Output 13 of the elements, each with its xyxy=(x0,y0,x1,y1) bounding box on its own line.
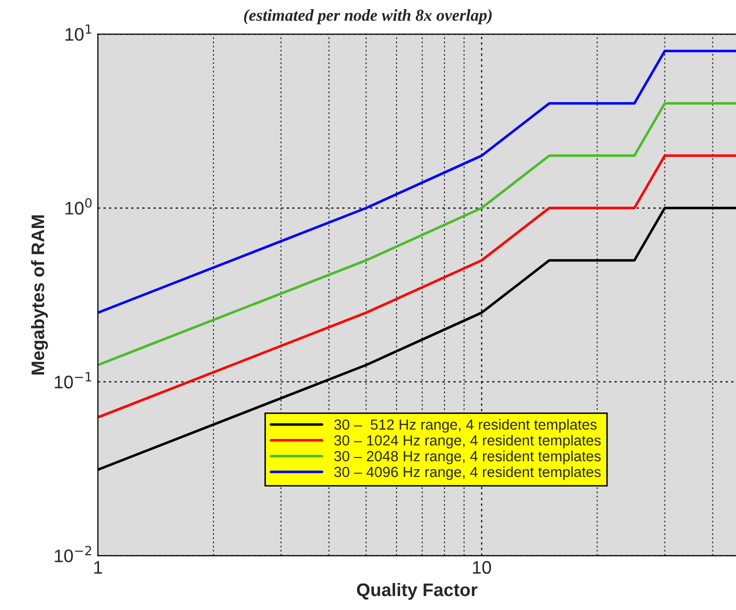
legend-label: 30 – 2048 Hz range, 4 resident templates xyxy=(334,450,601,464)
y-tick-label: 10$^{0}$ xyxy=(66,198,92,215)
y-tick-label: 10$^{−2}$ xyxy=(54,546,92,562)
legend-label: 30 – 512 Hz range, 4 resident templates xyxy=(334,419,597,433)
y-tick-label: 10$^{1}$ xyxy=(66,24,92,41)
x-tick-label: 1 xyxy=(94,561,102,574)
x-tick-label: 10 xyxy=(472,561,491,574)
y-tick-label: 10$^{−1}$ xyxy=(54,372,92,388)
legend-label: 30 – 4096 Hz range, 4 resident templates xyxy=(334,466,601,480)
y-axis-title: Megabytes of RAM xyxy=(31,215,48,374)
x-axis-title: Quality Factor xyxy=(356,582,478,600)
chart-subtitle: (estimated per node with 8x overlap) xyxy=(244,9,492,24)
legend-label: 30 – 1024 Hz range, 4 resident templates xyxy=(334,434,601,448)
